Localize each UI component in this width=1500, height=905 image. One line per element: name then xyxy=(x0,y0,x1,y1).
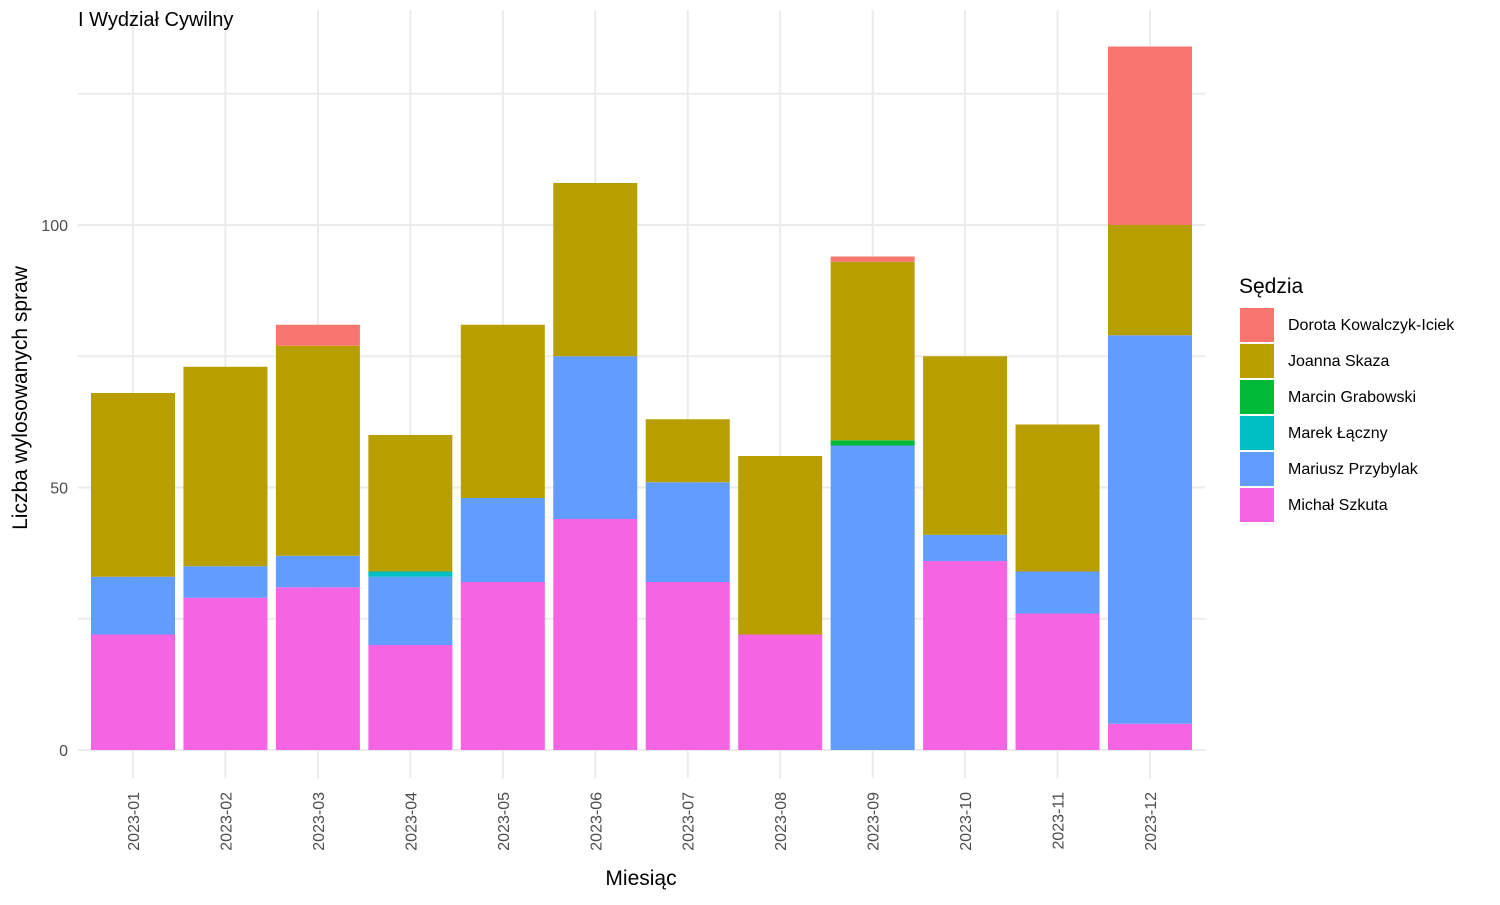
bar-segment xyxy=(830,261,915,441)
bar-segment xyxy=(923,561,1008,750)
legend-swatch xyxy=(1240,488,1274,522)
bar-segment xyxy=(830,256,915,262)
bar-segment xyxy=(738,456,823,635)
y-tick-label: 0 xyxy=(59,743,68,760)
legend-item: Marcin Grabowski xyxy=(1240,380,1416,414)
x-tick-label: 2023-11 xyxy=(1051,792,1068,850)
bar-segment xyxy=(923,534,1008,561)
bar-segment xyxy=(460,324,545,498)
chart-title: I Wydział Cywilny xyxy=(78,9,233,31)
x-tick-label: 2023-04 xyxy=(403,792,420,851)
bar-segment xyxy=(645,482,730,582)
bar-segment xyxy=(645,582,730,750)
bar-segment xyxy=(1015,571,1100,614)
y-axis-title: Liczba wylosowanych spraw xyxy=(9,265,32,530)
x-tick-label: 2023-10 xyxy=(958,792,975,851)
bar-segment xyxy=(460,582,545,750)
x-tick-label: 2023-09 xyxy=(866,792,883,851)
legend-item: Dorota Kowalczyk-Iciek xyxy=(1240,308,1455,342)
x-axis-title: Miesiąc xyxy=(605,867,676,890)
bar-segment xyxy=(830,440,915,446)
legend-items: Dorota Kowalczyk-Iciek Joanna Skaza Marcin… xyxy=(1240,308,1455,522)
bar-segment xyxy=(923,356,1008,535)
x-tick-label: 2023-06 xyxy=(588,792,605,851)
bar-segment xyxy=(830,445,915,750)
legend-title: Sędzia xyxy=(1239,275,1304,298)
bars-layer xyxy=(91,46,1192,750)
axis-layer: 0 50 100 2023-01 2023-02 2023-03 2023-04 2023-0… xyxy=(41,218,1160,851)
y-tick-label: 100 xyxy=(41,218,68,235)
bar-segment xyxy=(553,519,638,750)
legend-label: Marcin Grabowski xyxy=(1288,389,1416,406)
bar-segment xyxy=(738,634,823,750)
bar-segment xyxy=(1108,723,1192,750)
bar-segment xyxy=(1108,46,1192,225)
legend-label: Dorota Kowalczyk-Iciek xyxy=(1288,317,1455,334)
bar-segment xyxy=(183,366,268,567)
bar-segment xyxy=(183,597,268,750)
bar-segment xyxy=(1015,424,1100,572)
y-tick-label: 50 xyxy=(50,481,68,498)
legend-swatch xyxy=(1240,452,1274,486)
legend-swatch xyxy=(1240,380,1274,414)
bar-segment xyxy=(368,435,453,572)
legend-swatch xyxy=(1240,308,1274,342)
x-tick-label: 2023-05 xyxy=(496,792,513,851)
x-tick-label: 2023-02 xyxy=(218,792,235,851)
bar-segment xyxy=(91,576,175,635)
legend-item: Mariusz Przybylak xyxy=(1240,452,1419,486)
legend-swatch xyxy=(1240,344,1274,378)
bar-segment xyxy=(1108,335,1192,724)
legend-label: Joanna Skaza xyxy=(1288,353,1390,370)
x-tick-label: 2023-12 xyxy=(1143,792,1160,851)
legend-item: Michał Szkuta xyxy=(1240,488,1388,522)
legend-item: Joanna Skaza xyxy=(1240,344,1390,378)
bar-segment xyxy=(553,356,638,519)
x-tick-label: 2023-01 xyxy=(126,792,143,851)
bar-segment xyxy=(460,498,545,582)
bar-segment xyxy=(368,645,453,750)
legend-item: Marek Łączny xyxy=(1240,416,1388,450)
x-tick-label: 2023-07 xyxy=(681,792,698,851)
bar-segment xyxy=(1015,613,1100,750)
bar-segment xyxy=(368,571,453,577)
legend-label: Marek Łączny xyxy=(1288,425,1388,442)
bar-segment xyxy=(275,345,360,556)
bar-segment xyxy=(275,324,360,346)
bar-segment xyxy=(91,634,175,750)
bar-segment xyxy=(645,419,730,483)
legend: Sędzia Dorota Kowalczyk-Iciek Joanna Skaz… xyxy=(1239,275,1455,522)
x-tick-label: 2023-08 xyxy=(773,792,790,851)
bar-segment xyxy=(1108,225,1192,336)
bar-segment xyxy=(275,587,360,750)
x-tick-label: 2023-03 xyxy=(311,792,328,851)
bar-segment xyxy=(91,393,175,577)
bar-segment xyxy=(183,566,268,598)
legend-swatch xyxy=(1240,416,1274,450)
legend-label: Mariusz Przybylak xyxy=(1288,461,1419,478)
bar-segment xyxy=(368,576,453,645)
bar-segment xyxy=(275,555,360,588)
legend-label: Michał Szkuta xyxy=(1288,497,1388,514)
bar-segment xyxy=(553,183,638,357)
